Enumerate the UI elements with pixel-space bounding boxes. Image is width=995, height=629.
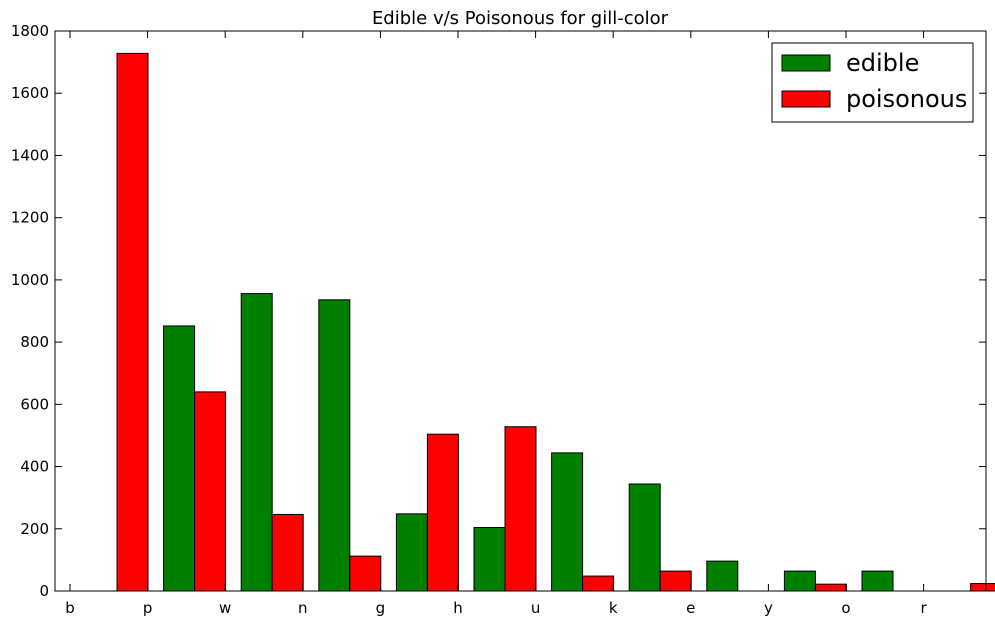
bar-poisonous-n xyxy=(349,555,382,592)
bar-poisonous-k xyxy=(659,570,692,592)
legend-swatch-edible xyxy=(781,54,831,72)
bar-poisonous-y xyxy=(814,583,847,592)
y-tick-label: 1400 xyxy=(11,146,49,164)
bar-poisonous-h xyxy=(504,426,537,592)
bar-poisonous-b xyxy=(116,52,149,592)
y-tick-label: 1200 xyxy=(11,209,49,227)
legend: edible poisonous xyxy=(771,42,974,123)
legend-swatch-poisonous xyxy=(781,90,831,108)
bar-poisonous-u xyxy=(582,575,615,592)
x-tick-label-p: p xyxy=(143,599,153,617)
y-tick-label: 200 xyxy=(20,520,49,538)
bar-edible-n xyxy=(318,299,351,592)
x-tick-label-k: k xyxy=(609,599,618,617)
y-tick-label: 1000 xyxy=(11,271,49,289)
chart-title: Edible v/s Poisonous for gill-color xyxy=(372,8,669,29)
bar-edible-o xyxy=(861,570,894,592)
bar-edible-y xyxy=(783,570,816,592)
y-tick-label: 0 xyxy=(39,582,49,600)
x-tick-label-n: n xyxy=(298,599,308,617)
bar-poisonous-r xyxy=(970,583,995,592)
legend-label-edible: edible xyxy=(846,49,919,77)
y-tick-label: 1800 xyxy=(11,22,49,40)
x-tick-label-u: u xyxy=(531,599,541,617)
x-tick-label-e: e xyxy=(686,599,695,617)
bar-poisonous-p xyxy=(194,391,227,592)
bar-poisonous-w xyxy=(271,513,304,592)
x-tick-label-g: g xyxy=(376,599,386,617)
plot-frame xyxy=(54,30,987,592)
x-tick-label-o: o xyxy=(841,599,850,617)
y-tick-label: 600 xyxy=(20,395,49,413)
y-tick-label: 1600 xyxy=(11,84,49,102)
axes-layer: 0 200 400 600 800 1000 1200 1400 1600 1800 b p w n g h u… xyxy=(11,22,987,617)
bar-edible-p xyxy=(163,325,196,592)
y-tick-label: 400 xyxy=(20,458,49,476)
bar-edible-e xyxy=(706,560,739,592)
bars-layer xyxy=(116,52,995,592)
x-tick-label-y: y xyxy=(764,599,773,617)
y-tick-label: 800 xyxy=(20,333,49,351)
bar-edible-u xyxy=(551,452,584,592)
bar-edible-w xyxy=(240,293,273,592)
legend-label-poisonous: poisonous xyxy=(846,85,967,113)
bar-edible-k xyxy=(628,483,661,592)
bar-poisonous-g xyxy=(426,433,459,592)
x-tick-label-r: r xyxy=(921,599,928,617)
x-tick-label-h: h xyxy=(453,599,463,617)
x-tick-label-b: b xyxy=(65,599,75,617)
bar-edible-g xyxy=(395,513,428,592)
bar-edible-h xyxy=(473,527,506,592)
x-tick-label-w: w xyxy=(219,599,231,617)
